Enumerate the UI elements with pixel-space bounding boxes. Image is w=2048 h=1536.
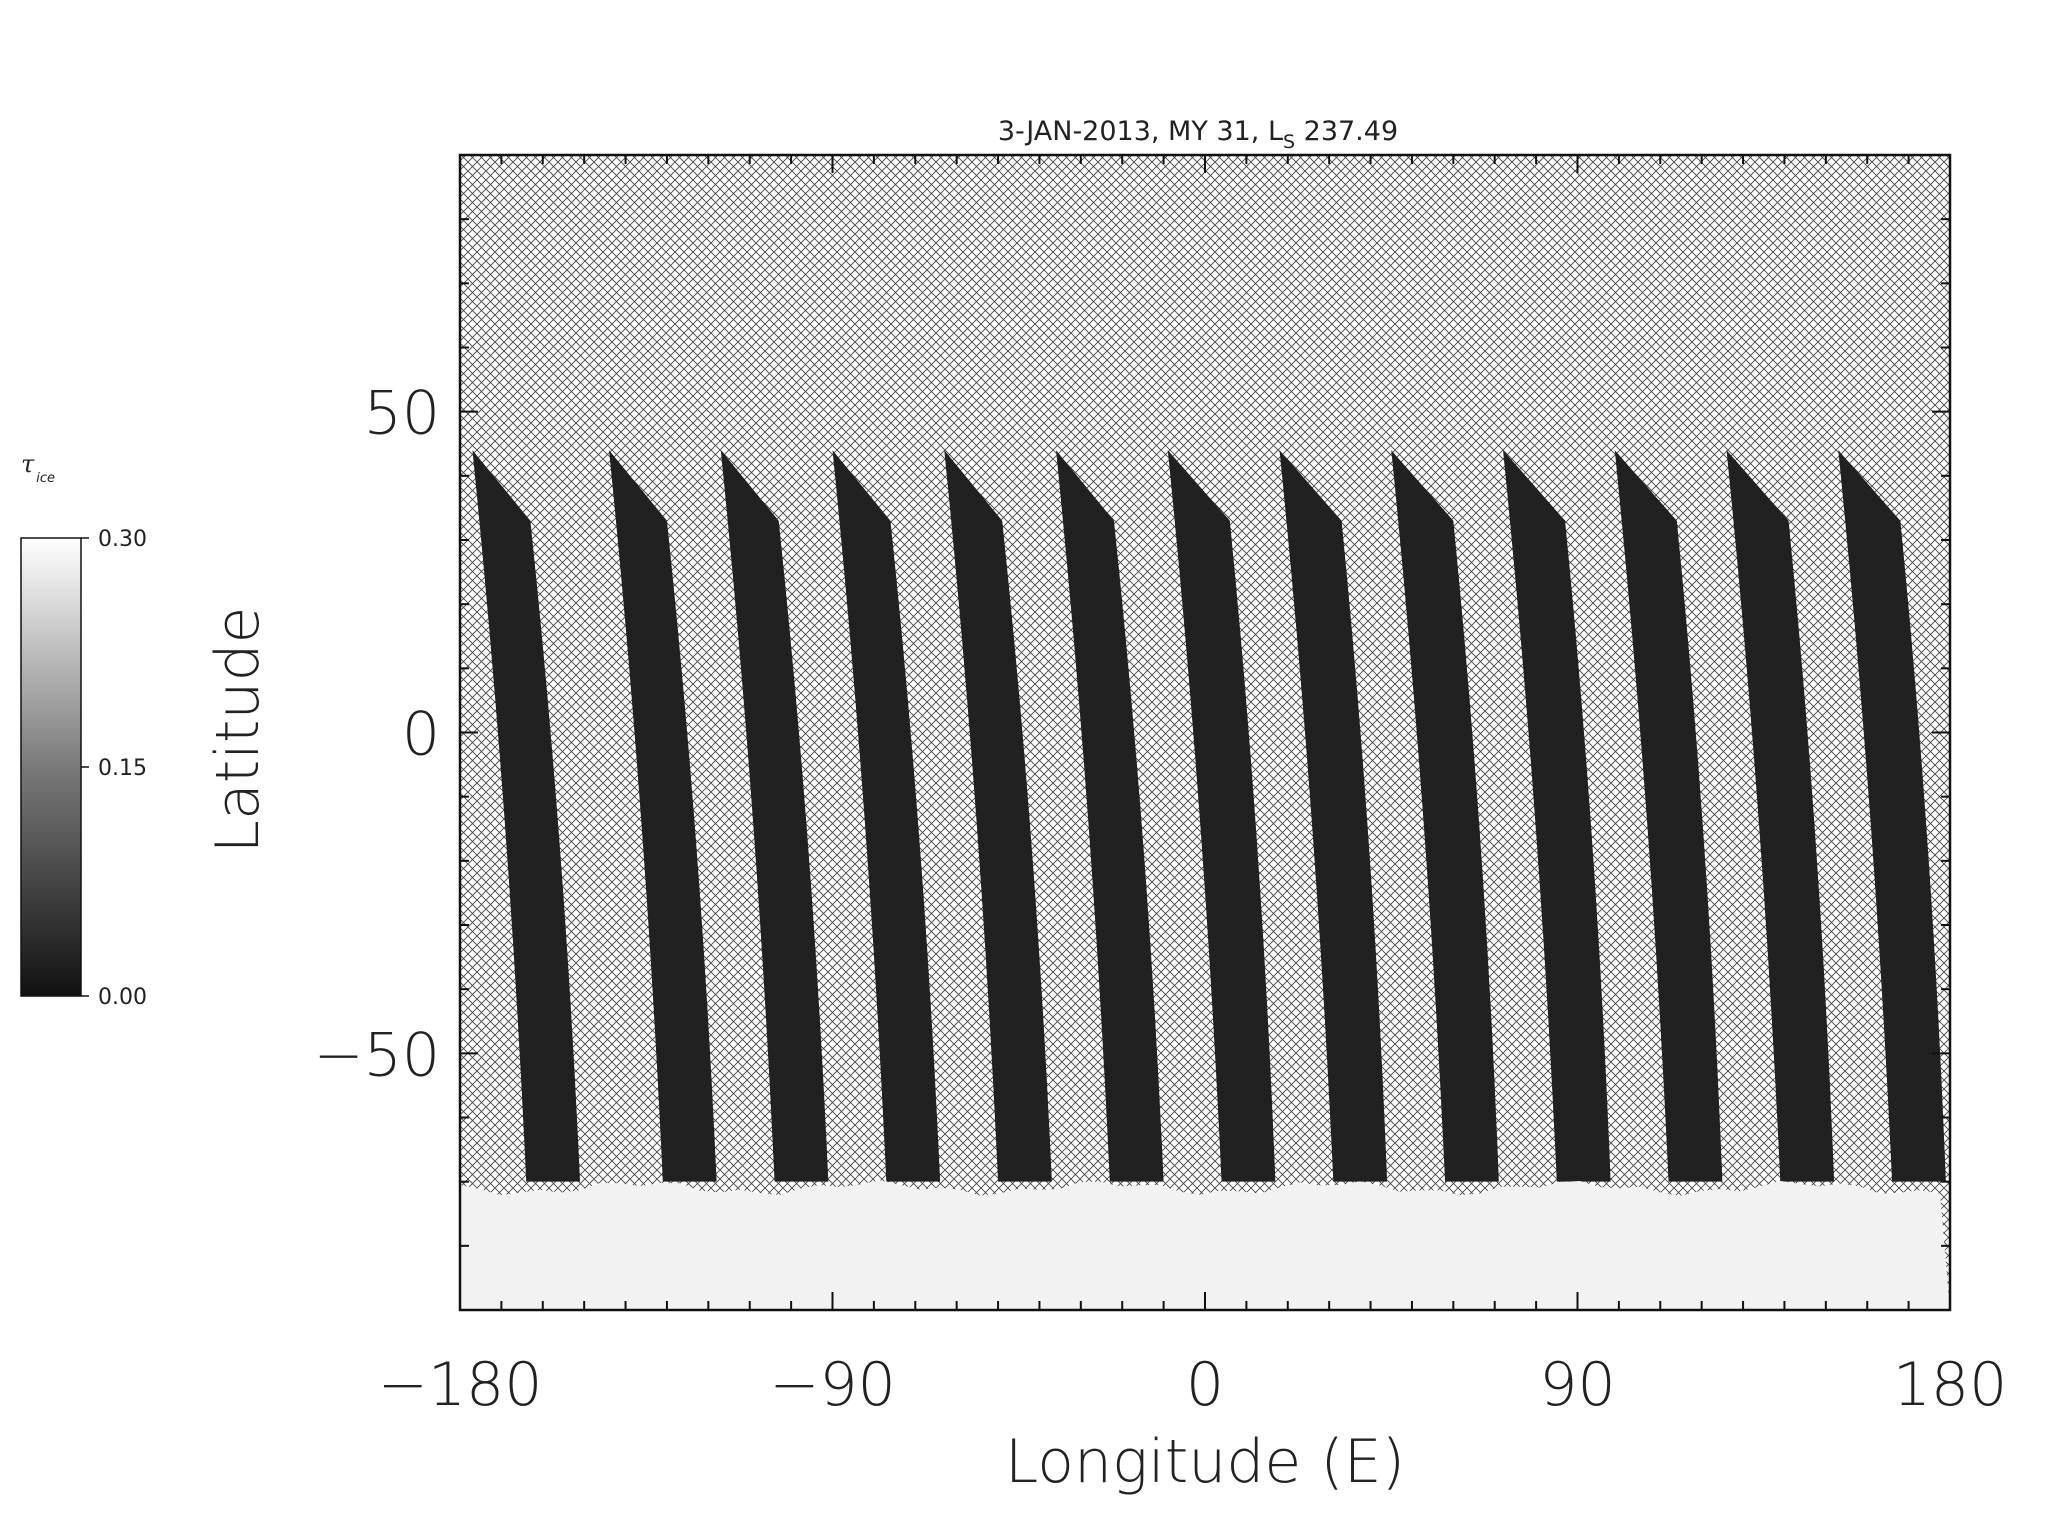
y-tick-label: −50	[313, 1020, 440, 1090]
colorbar-ticks: 0.30 0.15 0.00	[81, 527, 147, 1010]
swath-10	[1503, 450, 1611, 1182]
swath-5	[944, 450, 1052, 1182]
swath-4	[832, 450, 941, 1182]
swath-7	[1167, 450, 1276, 1182]
swath-6	[1056, 450, 1164, 1182]
south-polar-cap-layer	[460, 1180, 1950, 1310]
swath-11	[1614, 450, 1723, 1182]
x-tick-label: −90	[769, 1350, 896, 1420]
y-tick-label: 50	[364, 379, 440, 449]
y-tick-labels: 50 0 −50	[313, 379, 440, 1091]
axis-ticks	[459, 154, 1951, 1311]
swath-1	[472, 450, 581, 1182]
south-polar-cap	[460, 1180, 1950, 1310]
swath-3	[720, 450, 829, 1182]
colorbar: τice 0.30 0.15 0.00	[20, 450, 147, 1010]
swath-9	[1391, 450, 1499, 1182]
colorbar-gradient	[20, 537, 82, 997]
colorbar-tick-label: 0.30	[98, 527, 147, 552]
swath-8	[1279, 450, 1388, 1182]
plot-area	[460, 155, 1950, 1310]
y-tick-label: 0	[402, 700, 440, 770]
swath-13	[1838, 450, 1946, 1182]
chart-title: 3-JAN-2013, MY 31, LS 237.49	[998, 116, 1398, 153]
swath-2	[609, 450, 717, 1182]
colorbar-tick-label: 0.15	[98, 756, 147, 781]
x-axis-title: Longitude (E)	[1005, 1427, 1405, 1497]
colorbar-label: τice	[21, 450, 55, 486]
swath-layer	[472, 450, 1946, 1182]
x-tick-label: 180	[1893, 1350, 2008, 1420]
x-tick-label: 0	[1186, 1350, 1224, 1420]
x-tick-label: −180	[378, 1350, 543, 1420]
colorbar-tick-label: 0.00	[98, 985, 147, 1010]
x-tick-label: 90	[1539, 1350, 1615, 1420]
swath-12	[1726, 450, 1835, 1182]
x-tick-labels: −180 −90 0 90 180	[378, 1350, 2008, 1420]
y-axis-title: Latitude	[203, 607, 273, 854]
